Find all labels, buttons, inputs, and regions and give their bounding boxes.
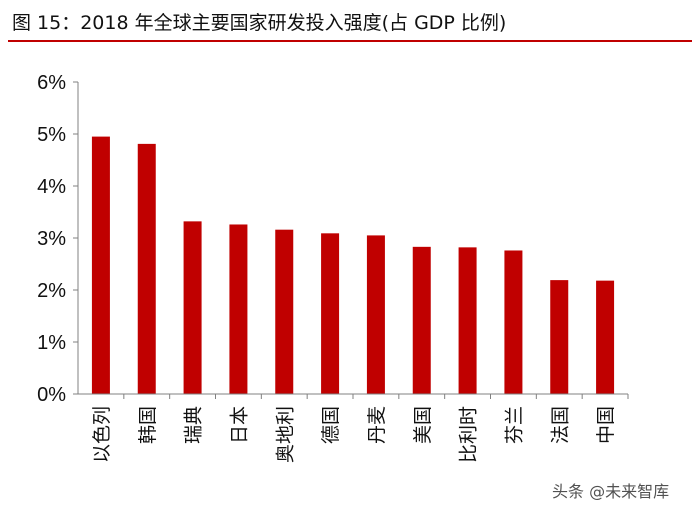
y-tick-label: 5%	[37, 124, 66, 146]
x-category-label: 比利时	[458, 406, 480, 463]
y-tick-label: 1%	[37, 332, 66, 354]
bar-6	[321, 233, 340, 394]
x-category-label: 美国	[412, 406, 434, 444]
watermark-text: 头条 @未来智库	[552, 482, 670, 501]
bar-8	[412, 246, 431, 394]
x-category-label: 日本	[228, 406, 250, 444]
bar-9	[458, 247, 477, 394]
x-category-label: 以色列	[91, 406, 113, 463]
bar-5	[275, 229, 294, 394]
x-category-label: 瑞典	[183, 406, 205, 444]
bar-3	[183, 221, 202, 394]
y-tick-label: 2%	[37, 280, 66, 302]
x-category-label: 德国	[320, 406, 342, 444]
title-divider	[8, 40, 692, 42]
bar-4	[229, 224, 248, 394]
x-category-label: 丹麦	[366, 406, 388, 444]
bar-12	[596, 280, 615, 394]
bar-7	[366, 235, 385, 394]
bar-10	[504, 250, 523, 394]
bar-1	[91, 136, 110, 394]
y-tick-label: 6%	[37, 72, 66, 94]
bar-11	[550, 280, 569, 394]
x-category-label: 韩国	[137, 406, 159, 444]
y-tick-label: 4%	[37, 176, 66, 198]
y-tick-label: 3%	[37, 228, 66, 250]
x-category-label: 法国	[549, 406, 571, 444]
x-category-label: 中国	[595, 406, 617, 444]
chart-title: 图 15：2018 年全球主要国家研发投入强度(占 GDP 比例)	[12, 12, 507, 34]
bar-2	[137, 143, 156, 394]
x-category-label: 奥地利	[274, 406, 296, 463]
x-category-label: 芬兰	[503, 406, 525, 444]
y-tick-label: 0%	[37, 384, 66, 406]
